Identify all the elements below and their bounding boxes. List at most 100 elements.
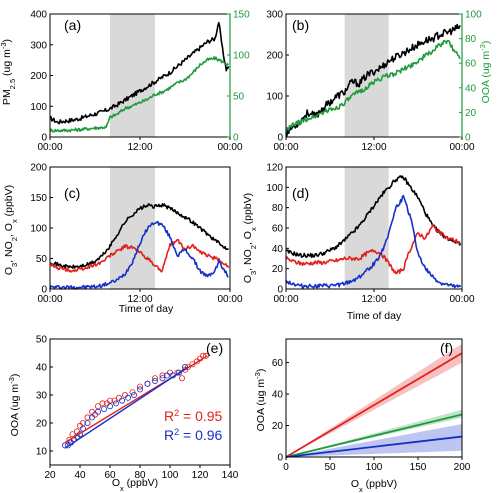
panel-e-point-red bbox=[122, 391, 129, 398]
panel-c: 0 50 100 150 200 00:00 12:00 00:00 (c) O3, NO2,… bbox=[3, 163, 243, 316]
panel-a-ylabel: PM2.5 (ug m-3) bbox=[0, 39, 17, 105]
panel-b: 0 100 200 300 0 20 40 60 80 100 00:00 12:00 00:00 (b… bbox=[266, 10, 492, 154]
panel-e-y-tick-label: 10 bbox=[36, 447, 48, 458]
panel-b-y2label: OOA (ug m-3) bbox=[478, 41, 493, 104]
panel-a-y2-tick-label: 100 bbox=[233, 51, 250, 62]
panel-d-y-tick-label: 100 bbox=[266, 183, 283, 194]
x-tick-label: 00:00 bbox=[217, 142, 242, 153]
panel-d-series-blue bbox=[285, 194, 462, 289]
panel-e-r2-blue: R2 = 0.96 bbox=[164, 427, 223, 443]
panel-d-xlabel: Time of day bbox=[347, 310, 402, 322]
panel-c-ylabel: O3, NO2, Ox (ppbV) bbox=[3, 185, 19, 275]
panel-e-point-blue bbox=[84, 419, 91, 426]
panel-d-y-tick-label: 20 bbox=[272, 264, 284, 275]
panel-d: 0 20 40 60 80 100 120 00:00 12:00 00:00 (d) O3, N… bbox=[242, 163, 475, 323]
panel-b-y2-tick-label: 0 bbox=[465, 133, 471, 144]
x-tick-label: 00:00 bbox=[217, 294, 242, 305]
panel-c-y-tick-label: 150 bbox=[30, 193, 47, 204]
x-tick-label: 140 bbox=[222, 470, 239, 481]
x-tick-label: 00:00 bbox=[449, 142, 474, 153]
panel-e-y-tick-label: 30 bbox=[36, 391, 48, 402]
panel-e-r2-red: R2 = 0.95 bbox=[164, 408, 223, 424]
panel-f-y-tick-label: 40 bbox=[272, 390, 284, 401]
x-tick-label: 100 bbox=[162, 470, 179, 481]
x-tick-label: 12:00 bbox=[127, 142, 152, 153]
panel-f-line-red bbox=[285, 352, 463, 458]
panel-e-point-red bbox=[77, 422, 84, 429]
panel-c-label: (c) bbox=[64, 185, 80, 201]
panel-b-label: (b) bbox=[292, 17, 309, 33]
panel-e-point-blue bbox=[136, 386, 143, 393]
panel-a-y-tick-label: 200 bbox=[30, 71, 47, 82]
x-tick-label: 12:00 bbox=[127, 294, 152, 305]
panel-d-ylabel: O3, NO2, Ox (ppbV) bbox=[242, 193, 258, 283]
panel-e-point-blue bbox=[175, 369, 182, 376]
panel-e-point-red bbox=[69, 431, 76, 438]
panel-b-y2-tick-label: 60 bbox=[465, 59, 477, 70]
panel-f-y-tick-label: 20 bbox=[272, 421, 284, 432]
x-tick-label: 00:00 bbox=[37, 294, 62, 305]
panel-e-y-tick-label: 20 bbox=[36, 419, 48, 430]
panel-e-point-red bbox=[166, 369, 173, 376]
panel-e-point-red bbox=[92, 411, 99, 418]
panel-c-y-tick-label: 100 bbox=[30, 224, 47, 235]
panel-f-ylabel: OOA (ug m-3) bbox=[253, 369, 268, 432]
panel-d-series-black bbox=[285, 175, 462, 259]
panel-f-line-blue bbox=[285, 435, 463, 458]
panel-d-y-tick-label: 120 bbox=[266, 163, 283, 174]
panel-a-y-tick-label: 400 bbox=[30, 10, 47, 21]
panel-c-y-tick-label: 50 bbox=[36, 254, 48, 265]
panel-e-point-red bbox=[84, 414, 91, 421]
panel-a-series-green bbox=[49, 56, 230, 133]
panel-e-y-tick-label: 50 bbox=[36, 335, 48, 346]
panel-d-y-tick-label: 80 bbox=[272, 203, 284, 214]
panel-e-point-blue bbox=[125, 394, 132, 401]
panel-e-point-blue bbox=[130, 391, 137, 398]
panel-e-fit-blue bbox=[64, 366, 189, 449]
x-tick-label: 12:00 bbox=[361, 142, 386, 153]
x-tick-label: 0 bbox=[283, 462, 289, 473]
panel-e-point-red bbox=[202, 352, 209, 359]
panel-e-xlabel: Ox (ppbV) bbox=[112, 477, 158, 493]
panel-b-y-tick-label: 0 bbox=[277, 133, 283, 144]
x-tick-label: 40 bbox=[74, 470, 86, 481]
panel-f-band-blue bbox=[286, 424, 462, 457]
panel-f-y-tick-label: 60 bbox=[272, 358, 284, 369]
panel-e-label: (e) bbox=[206, 340, 223, 356]
x-tick-label: 00:00 bbox=[273, 142, 298, 153]
panel-e: 10 20 30 40 50 20 40 60 80 100 120 140 (e) OOA (ug … bbox=[7, 335, 239, 493]
panel-f: 0 20 40 60 0 50 100 150 200 (f) OOA (ug m-3) Ox … bbox=[253, 338, 471, 493]
panel-e-point-red bbox=[107, 397, 114, 404]
panel-f-label: (f) bbox=[440, 340, 453, 356]
panel-b-y2-tick-label: 20 bbox=[465, 108, 477, 119]
panel-a-y2-tick-label: 0 bbox=[233, 133, 239, 144]
panel-e-point-blue bbox=[113, 400, 120, 407]
panel-e-point-blue bbox=[77, 431, 84, 438]
x-tick-label: 120 bbox=[192, 470, 209, 481]
x-tick-label: 00:00 bbox=[37, 142, 62, 153]
panel-f-line-green bbox=[285, 413, 463, 458]
panel-e-point-blue bbox=[101, 405, 108, 412]
panel-d-y-tick-label: 40 bbox=[272, 244, 284, 255]
panel-f-band-green bbox=[286, 409, 462, 457]
panel-a: 0 100 200 300 400 0 50 100 150 00:00 12:00 00:00 (a… bbox=[0, 10, 250, 154]
panel-a-label: (a) bbox=[64, 17, 81, 33]
panel-e-point-red bbox=[74, 428, 81, 435]
x-tick-label: 80 bbox=[134, 470, 146, 481]
panel-e-point-blue bbox=[151, 377, 158, 384]
panel-c-xlabel: Time of day bbox=[119, 303, 174, 315]
panel-e-point-blue bbox=[89, 414, 96, 421]
panel-e-point-red bbox=[111, 397, 118, 404]
panel-f-xlabel: Ox (ppbV) bbox=[351, 478, 397, 493]
x-tick-label: 50 bbox=[324, 462, 336, 473]
panel-f-band-red bbox=[286, 343, 462, 457]
panel-e-point-blue bbox=[95, 408, 102, 415]
panel-d-series-red bbox=[285, 224, 461, 275]
panel-a-y2-tick-label: 150 bbox=[233, 10, 250, 21]
panel-a-y2-tick-label: 50 bbox=[233, 92, 245, 103]
panel-b-y-tick-label: 300 bbox=[266, 10, 283, 21]
x-tick-label: 150 bbox=[410, 462, 427, 473]
panel-e-y-tick-label: 40 bbox=[36, 363, 48, 374]
panel-b-y-tick-label: 200 bbox=[266, 51, 283, 62]
